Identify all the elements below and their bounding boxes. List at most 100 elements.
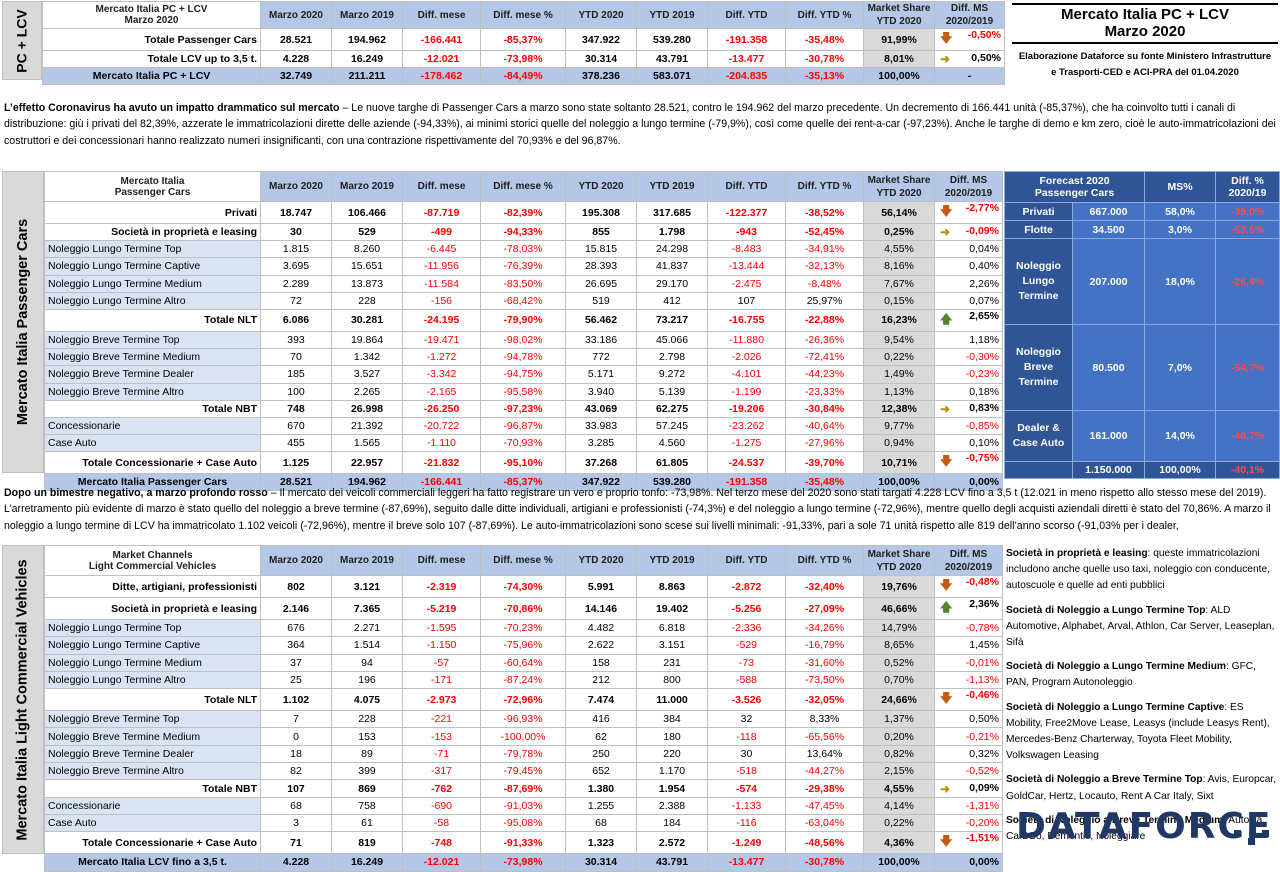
dataforce-logo: DATAFORCE: [1016, 806, 1273, 847]
cell-value: -13.444: [707, 257, 786, 276]
cell-value: 100,00%: [863, 67, 935, 86]
cell-value: 384: [636, 710, 708, 729]
cell-value: -94,33%: [480, 222, 566, 242]
pc-lcv-side-label: PC + LCV: [2, 1, 42, 80]
cell-value: 317.685: [636, 201, 708, 224]
cell-value: 0,07%: [934, 291, 1003, 310]
column-header: YTD 2019: [636, 171, 708, 202]
cell-value: 25,97%: [785, 291, 864, 310]
cell-value: -21.832: [402, 451, 481, 475]
cell-value: -118: [707, 727, 786, 746]
cell-value: 676: [260, 618, 332, 638]
cell-value: -32,13%: [785, 257, 864, 276]
cell-value: -499: [402, 222, 481, 242]
arrow-right-icon: ➜: [940, 225, 951, 240]
cell-value: -35,48%: [785, 473, 864, 492]
cell-value: 🡇 -0,50%: [934, 28, 1005, 51]
cell-value: -8.483: [707, 240, 786, 259]
row-label: Noleggio Lungo Termine Medium: [44, 274, 261, 293]
cell-value: -2.872: [707, 575, 786, 598]
cell-value: 22.957: [331, 451, 403, 475]
cell-value: 412: [636, 291, 708, 310]
row-label: Totale Concessionarie + Case Auto: [44, 831, 261, 855]
cell-value: 196: [331, 670, 403, 690]
cell-value: -31,60%: [785, 653, 864, 672]
cell-value: 4,55%: [863, 240, 935, 259]
cell-value: 2,26%: [934, 274, 1003, 293]
cell-value: 185: [260, 365, 332, 384]
cell-value: 6.086: [260, 308, 332, 332]
cell-value: -44,23%: [785, 365, 864, 384]
cell-value: 670: [260, 416, 332, 436]
cell-value: -1.595: [402, 618, 481, 638]
column-header: Diff. MS 2020/2019: [934, 1, 1005, 29]
cell-value: -38,52%: [785, 201, 864, 224]
cell-value: 56,14%: [863, 201, 935, 224]
cell-value: 82: [260, 762, 332, 781]
lcv-paragraph: Dopo un bimestre negativo, a marzo profo…: [4, 487, 1271, 532]
table-row: Società in proprietà e leasing 2.146 7.365…: [44, 597, 1003, 620]
cell-value: -94,75%: [480, 365, 566, 384]
cell-value: -11.584: [402, 274, 481, 293]
cell-value: -4.101: [707, 365, 786, 384]
cell-value: -95,10%: [480, 451, 566, 475]
cell-value: -87.719: [402, 201, 481, 224]
cell-value: 0,10%: [934, 434, 1003, 453]
table-row: Noleggio Lungo Termine Altro 25 196 -171 -87…: [44, 670, 1003, 690]
cell-value: 32: [707, 710, 786, 729]
cell-value: 28.393: [565, 257, 637, 276]
cell-value: 0,50%: [934, 710, 1003, 729]
column-header: YTD 2020: [565, 545, 637, 576]
cell-value: 399: [331, 762, 403, 781]
cell-value: 72: [260, 291, 332, 310]
row-label: Noleggio Lungo Termine Top: [44, 618, 261, 638]
cell-value: 416: [565, 710, 637, 729]
cell-value: 195.308: [565, 201, 637, 224]
row-label: Noleggio Breve Termine Medium: [44, 727, 261, 746]
row-label: Totale NLT: [44, 308, 261, 332]
cell-value: 529: [331, 222, 403, 242]
cell-value: 4.075: [331, 688, 403, 712]
cell-value: -2.973: [402, 688, 481, 712]
lcv-table: Market Channels Light Commercial Vehicles…: [44, 545, 1003, 872]
cell-value: -52,45%: [785, 222, 864, 242]
cell-value: 3.527: [331, 365, 403, 384]
arrow-right-icon: ➜: [940, 401, 951, 416]
column-header: Diff. mese %: [480, 545, 566, 576]
cell-value: -191.358: [707, 473, 786, 492]
cell-value: 🡇 -0,48%: [934, 575, 1003, 598]
row-label: Concessionarie: [44, 796, 261, 815]
cell-value: 🡇 -0,46%: [934, 688, 1003, 712]
cell-value: 748: [260, 399, 332, 418]
table-row: Noleggio Lungo Termine Captive 364 1.514 -1…: [44, 636, 1003, 655]
cell-value: 25: [260, 670, 332, 690]
cell-value: -27,96%: [785, 434, 864, 453]
cell-value: -24.195: [402, 308, 481, 332]
cell-value: 9.272: [636, 365, 708, 384]
cell-value: 0,22%: [863, 813, 935, 833]
note-item: Società in proprietà e leasing: queste i…: [1006, 548, 1270, 592]
column-header: Diff. mese %: [480, 1, 566, 29]
table-row: Noleggio Breve Termine Top 7 228 -221 -96,93…: [44, 710, 1003, 729]
row-label: Società in proprietà e leasing: [44, 222, 261, 242]
column-header: Diff. YTD: [707, 171, 786, 202]
cell-value: 1.323: [565, 831, 637, 855]
cell-value: 364: [260, 636, 332, 655]
cell-value: -29,38%: [785, 779, 864, 798]
arrow-down-icon: 🡇: [940, 204, 953, 218]
definitions-notes: Società in proprietà e leasing: queste i…: [1006, 546, 1278, 853]
arrow-down-icon: 🡇: [940, 834, 953, 849]
cell-value: -96,87%: [480, 416, 566, 436]
table-row: Noleggio Lungo Termine Captive 3.695 15.65…: [44, 257, 1003, 276]
cell-value: -: [934, 67, 1005, 86]
cell-value: 2.271: [331, 618, 403, 638]
cell-value: 519: [565, 291, 637, 310]
column-header: Market Share YTD 2020: [863, 171, 935, 202]
cell-value: 14.146: [565, 597, 637, 620]
column-header: Marzo 2019: [331, 1, 403, 29]
cell-value: 21.392: [331, 416, 403, 436]
cell-value: 184: [636, 813, 708, 833]
cell-value: -26,36%: [785, 330, 864, 350]
ms-diff-value: 0,00%: [969, 476, 999, 489]
cell-value: 8,16%: [863, 257, 935, 276]
